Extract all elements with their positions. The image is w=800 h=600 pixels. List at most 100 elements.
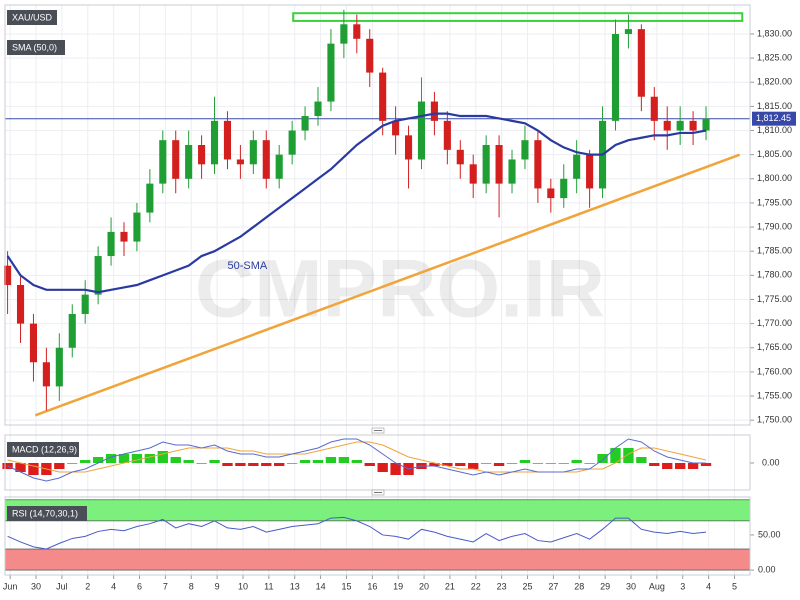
y-tick-label: 1,805.00 [757,149,792,159]
x-tick-label: 4 [111,581,116,591]
histogram-bar [687,463,699,469]
candle-body [133,212,141,242]
histogram-bar [299,460,311,463]
splitter[interactable] [371,427,385,434]
histogram-bar [442,463,453,466]
candle-body [611,33,620,121]
y-tick-label: 1,795.00 [757,197,792,207]
candle-body [275,154,283,179]
candle-body [573,154,581,179]
rsi-label: RSI (14,70,30,1) [12,508,78,518]
x-tick-label: 13 [290,581,300,591]
sma-box [7,40,65,55]
candle-body [392,120,400,136]
x-tick-label: 11 [264,581,273,591]
candle-body [327,43,335,102]
sma-label: SMA (50,0) [12,42,57,52]
trendline [34,153,741,417]
y-tick-label: 1,760.00 [757,366,792,376]
last-price-box [752,111,796,126]
histogram-bar [209,460,220,463]
candle-body [353,24,361,39]
histogram-bar [519,460,531,463]
candle-body [16,285,25,324]
x-tick-label: 6 [137,581,142,591]
histogram-bar [610,448,621,463]
y-tick-label: 1,785.00 [757,246,792,256]
histogram-bar [144,454,156,463]
y-tick-label: 1,825.00 [757,52,792,62]
y-tick-label: 1,750.00 [757,415,792,425]
histogram-bar [700,463,712,466]
histogram-bar [480,463,492,464]
x-tick-label: 7 [163,581,168,591]
sma-line [6,112,707,294]
histogram-bar [623,448,634,463]
rsi-panel [4,496,751,576]
overbought-band [4,499,751,522]
histogram-bar [597,454,608,463]
histogram-bar [429,463,440,466]
candle-body [379,72,387,121]
x-tick-label: 30 [31,581,41,591]
histogram-bar [274,463,285,466]
candle-body [560,178,568,199]
histogram-bar [571,460,582,463]
histogram-bar [662,463,673,469]
histogram-bar [545,463,556,464]
splitter[interactable] [371,489,385,496]
histogram-bar [170,457,181,463]
y-tick-label: 1,810.00 [757,125,792,135]
histogram-bar [364,463,375,466]
candle-body [120,231,128,242]
y-tick-label: 1,830.00 [757,28,792,38]
candle-body [469,164,477,184]
histogram-bar [584,463,595,464]
histogram-bar [558,463,569,464]
candle-body [146,183,154,213]
histogram-bar [15,463,26,472]
last-price-label: 1,812.45 [756,113,791,123]
candle-body [314,101,322,117]
histogram-bar [28,463,39,475]
price-panel [4,4,751,426]
candle-body [107,231,115,257]
histogram-bar [92,457,104,463]
histogram-bar [674,463,686,469]
candle-body [547,188,555,199]
x-tick-label: Jun [3,581,18,591]
x-tick-label: 27 [548,581,558,591]
candle-body [198,145,206,165]
histogram-bar [80,460,91,463]
candle-body [521,140,529,160]
histogram-bar [636,457,647,463]
histogram-bar [286,463,298,464]
candle-body [262,140,270,179]
histogram-bar [351,460,362,463]
macd-line [7,438,707,482]
x-tick-label: 8 [189,581,194,591]
candle-body [456,149,464,165]
histogram-bar [338,457,350,463]
macd-box [7,442,79,457]
x-tick-label: 15 [341,581,351,591]
candle-body [495,145,503,184]
candle-body [249,140,257,165]
histogram-bar [235,463,246,466]
candle-body [159,140,167,184]
histogram-bar [468,463,479,469]
histogram-bar [261,463,272,466]
candle-body [586,154,594,189]
histogram-bar [325,457,337,463]
histogram-bar [157,451,168,463]
histogram-bar [196,463,207,464]
y-tick-label: 1,790.00 [757,221,792,231]
candle-body [185,145,193,179]
candle-body [68,313,76,348]
x-tick-label: 10 [238,581,248,591]
y-tick-label: 0.00 [758,564,776,574]
candle-body [4,265,12,285]
oversold-band [4,548,751,571]
candle-body [42,362,50,387]
y-tick-label: 50.00 [758,529,781,539]
